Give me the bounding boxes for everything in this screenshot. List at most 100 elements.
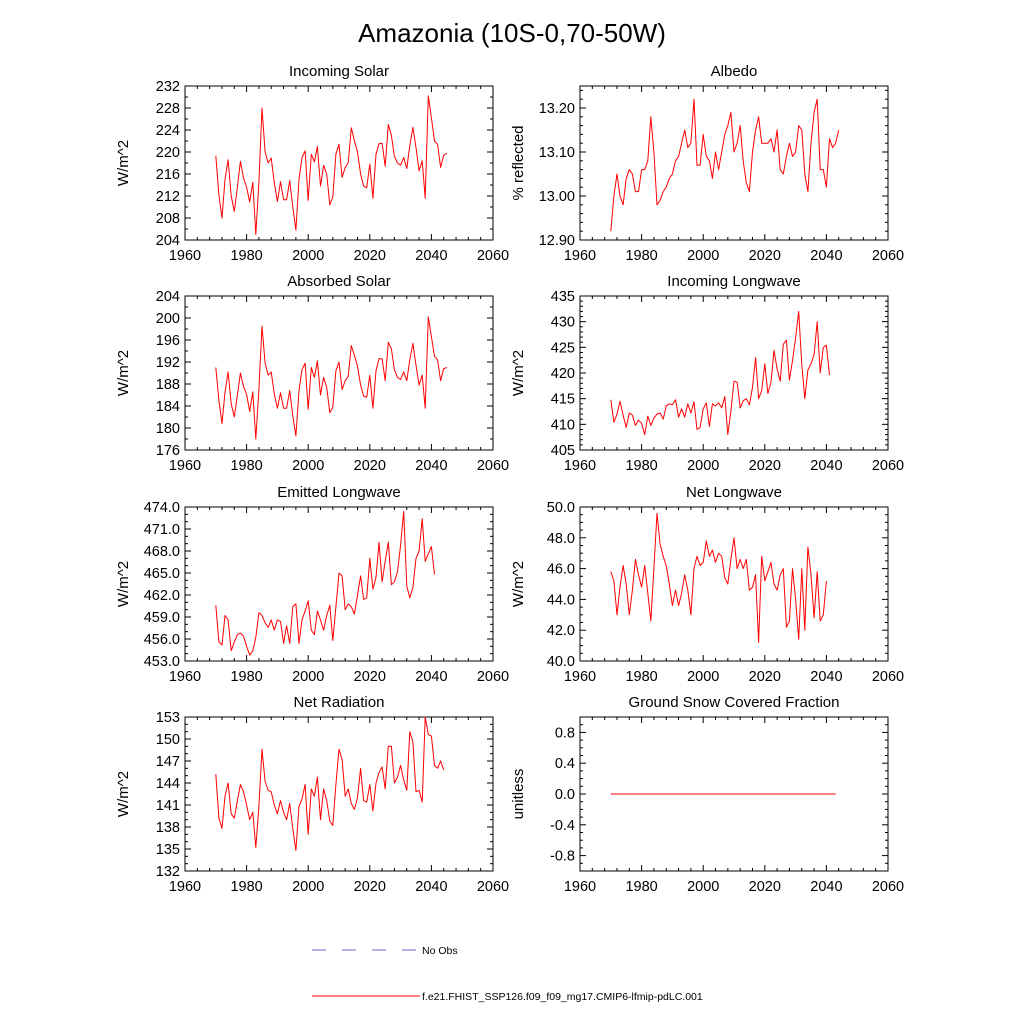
x-tick-label: 2000 [687, 248, 719, 264]
x-tick-label: 2060 [872, 879, 904, 895]
x-tick-label: 2060 [872, 248, 904, 264]
x-tick-label: 2060 [477, 879, 509, 895]
y-axis-label: W/m^2 [115, 771, 132, 817]
x-tick-label: 2060 [477, 248, 509, 264]
y-tick-label: 200 [156, 311, 180, 327]
y-tick-label: 465.0 [144, 566, 180, 582]
x-tick-label: 2020 [354, 248, 386, 264]
y-tick-label: 456.0 [144, 632, 180, 648]
y-tick-label: 435 [551, 289, 575, 305]
y-tick-label: 430 [551, 315, 575, 331]
plot-frame [184, 716, 494, 872]
series-line [215, 95, 448, 235]
y-tick-label: 153 [156, 710, 180, 726]
x-tick-label: 2020 [354, 669, 386, 685]
panel-absorbed-solar: Absorbed Solar W/m^2 1960 1980 2000 2020 2040 2… [115, 273, 509, 474]
x-tick-label: 2020 [749, 248, 781, 264]
y-tick-label: -0.8 [550, 849, 575, 865]
x-tick-label: 2000 [292, 669, 324, 685]
y-tick-label: 132 [156, 864, 180, 880]
y-tick-label: 184 [156, 399, 180, 415]
legend-obs-label: No Obs [422, 945, 458, 957]
x-tick-label: 1960 [564, 669, 596, 685]
y-axis-label: W/m^2 [510, 561, 527, 607]
y-tick-label: 204 [156, 289, 180, 305]
series-line [610, 98, 840, 232]
panel-title: Incoming Longwave [667, 273, 800, 290]
y-tick-label: 462.0 [144, 588, 180, 604]
x-tick-label: 2040 [415, 669, 447, 685]
panel-title: Ground Snow Covered Fraction [629, 694, 840, 711]
y-tick-label: 453.0 [144, 654, 180, 670]
y-tick-label: 224 [156, 123, 180, 139]
x-tick-label: 1980 [230, 248, 262, 264]
y-tick-label: 0.0 [555, 787, 575, 803]
plot-frame [184, 506, 494, 662]
y-tick-label: 13.00 [539, 189, 575, 205]
y-tick-label: 196 [156, 333, 180, 349]
plot-frame [579, 85, 889, 241]
x-tick-label: 2040 [810, 669, 842, 685]
y-tick-label: 474.0 [144, 500, 180, 516]
x-tick-label: 2020 [749, 669, 781, 685]
y-tick-label: 138 [156, 820, 180, 836]
x-tick-label: 1960 [169, 669, 201, 685]
series-line [610, 512, 827, 643]
x-tick-label: 2020 [354, 458, 386, 474]
panels-group: Incoming Solar W/m^2 1960 1980 2000 2020 2040 2… [115, 63, 904, 895]
y-tick-label: 176 [156, 443, 180, 459]
y-tick-label: 144 [156, 776, 180, 792]
y-tick-label: 212 [156, 189, 180, 205]
y-tick-label: 42.0 [547, 623, 575, 639]
x-tick-label: 2060 [477, 458, 509, 474]
x-tick-label: 2000 [292, 879, 324, 895]
y-tick-label: 180 [156, 421, 180, 437]
x-tick-label: 2000 [687, 879, 719, 895]
x-tick-label: 2040 [810, 879, 842, 895]
x-tick-label: 1980 [230, 879, 262, 895]
y-axis-label: W/m^2 [510, 350, 527, 396]
y-tick-label: 188 [156, 377, 180, 393]
x-tick-label: 2000 [292, 458, 324, 474]
x-tick-label: 1960 [169, 458, 201, 474]
y-tick-label: 204 [156, 233, 180, 249]
series-line [215, 316, 447, 440]
panel-albedo: Albedo % reflected 1960 1980 2000 2020 2040 206… [510, 63, 904, 264]
y-tick-label: 192 [156, 355, 180, 371]
x-tick-label: 1960 [169, 879, 201, 895]
y-tick-label: 0.8 [555, 725, 575, 741]
x-tick-label: 2060 [872, 669, 904, 685]
x-tick-label: 2020 [354, 879, 386, 895]
y-axis-label: W/m^2 [115, 140, 132, 186]
x-tick-label: 1960 [564, 879, 596, 895]
panel-title: Albedo [711, 63, 758, 80]
y-tick-label: 216 [156, 167, 180, 183]
y-tick-label: 471.0 [144, 522, 180, 538]
y-tick-label: 459.0 [144, 610, 180, 626]
y-tick-label: 46.0 [547, 562, 575, 578]
x-tick-label: 2040 [415, 879, 447, 895]
y-tick-label: 141 [156, 798, 180, 814]
y-tick-label: 50.0 [547, 500, 575, 516]
figure-title: Amazonia (10S-0,70-50W) [358, 18, 666, 48]
x-tick-label: 1980 [230, 458, 262, 474]
x-tick-label: 1960 [169, 248, 201, 264]
y-tick-label: 415 [551, 392, 575, 408]
y-axis-label: W/m^2 [115, 561, 132, 607]
panel-title: Emitted Longwave [277, 484, 400, 501]
panel-emitted-longwave: Emitted Longwave W/m^2 1960 1980 2000 2020 204… [115, 484, 509, 685]
x-tick-label: 2020 [749, 458, 781, 474]
y-tick-label: 12.90 [539, 233, 575, 249]
x-tick-label: 2000 [687, 458, 719, 474]
x-tick-label: 2060 [872, 458, 904, 474]
y-tick-label: 147 [156, 754, 180, 770]
panel-title: Incoming Solar [289, 63, 389, 80]
y-axis-label: W/m^2 [115, 350, 132, 396]
y-tick-label: 405 [551, 443, 575, 459]
x-tick-label: 1980 [625, 248, 657, 264]
y-tick-label: 13.20 [539, 101, 575, 117]
y-tick-label: 44.0 [547, 592, 575, 608]
x-tick-label: 1960 [564, 458, 596, 474]
y-tick-label: 0.4 [555, 756, 575, 772]
